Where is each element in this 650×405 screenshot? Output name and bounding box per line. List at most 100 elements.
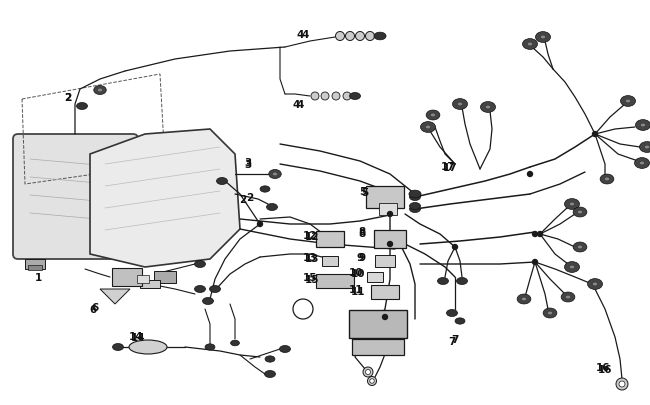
Ellipse shape [260, 186, 270, 193]
Text: 2: 2 [239, 194, 246, 205]
FancyBboxPatch shape [13, 135, 138, 259]
Circle shape [382, 315, 387, 320]
Text: 3: 3 [244, 160, 252, 170]
Circle shape [367, 377, 376, 386]
Ellipse shape [98, 89, 103, 93]
Text: 4: 4 [302, 30, 309, 40]
Text: 1: 1 [34, 272, 42, 282]
Bar [375, 256, 395, 267]
Ellipse shape [410, 194, 421, 201]
Circle shape [387, 212, 393, 217]
Ellipse shape [426, 111, 440, 121]
Text: 15: 15 [303, 272, 317, 282]
Ellipse shape [455, 318, 465, 324]
Circle shape [532, 232, 538, 237]
Bar [154, 271, 176, 284]
Circle shape [257, 222, 263, 227]
Ellipse shape [194, 261, 205, 268]
Ellipse shape [528, 43, 532, 47]
Circle shape [616, 378, 628, 390]
Text: 4: 4 [292, 100, 300, 110]
Text: 15: 15 [305, 274, 319, 284]
Text: 4: 4 [296, 30, 304, 40]
Ellipse shape [543, 308, 557, 318]
Bar [374, 230, 406, 248]
Circle shape [321, 93, 329, 101]
Circle shape [335, 32, 345, 41]
Text: 11: 11 [351, 286, 365, 296]
Ellipse shape [452, 99, 467, 110]
Text: 9: 9 [356, 252, 363, 262]
Bar [349, 310, 407, 338]
Ellipse shape [430, 114, 436, 117]
Ellipse shape [621, 96, 636, 107]
Ellipse shape [203, 298, 213, 305]
Ellipse shape [480, 102, 495, 113]
Ellipse shape [231, 340, 239, 346]
Ellipse shape [410, 206, 421, 213]
Text: 16: 16 [598, 364, 612, 374]
Text: 17: 17 [443, 162, 458, 173]
Ellipse shape [209, 286, 220, 293]
Bar [367, 272, 383, 282]
Ellipse shape [600, 175, 614, 185]
Ellipse shape [577, 245, 582, 249]
Ellipse shape [640, 124, 645, 128]
Text: 8: 8 [358, 226, 365, 237]
Ellipse shape [640, 142, 650, 153]
Text: 14: 14 [131, 332, 146, 342]
Ellipse shape [636, 120, 650, 131]
Text: 5: 5 [359, 187, 367, 196]
Ellipse shape [564, 199, 580, 210]
Ellipse shape [265, 356, 275, 362]
Bar [25, 259, 45, 269]
Circle shape [452, 245, 458, 250]
Text: 14: 14 [129, 331, 143, 341]
Ellipse shape [547, 311, 552, 315]
Ellipse shape [561, 292, 575, 302]
Text: 16: 16 [596, 362, 610, 372]
Circle shape [363, 367, 373, 377]
Bar [137, 275, 149, 284]
Ellipse shape [77, 103, 88, 110]
Text: 13: 13 [305, 254, 319, 263]
Text: 7: 7 [448, 336, 456, 346]
Ellipse shape [604, 178, 610, 181]
Text: 7: 7 [451, 334, 459, 344]
Bar [316, 274, 354, 288]
Circle shape [532, 260, 538, 265]
Text: 3: 3 [244, 158, 252, 168]
Text: 12: 12 [305, 231, 319, 241]
Bar [371, 285, 399, 299]
Polygon shape [90, 130, 240, 267]
Bar [316, 231, 344, 247]
Text: 2: 2 [64, 93, 72, 103]
Circle shape [343, 93, 351, 101]
Text: 8: 8 [358, 228, 365, 239]
Text: 12: 12 [303, 230, 317, 241]
Ellipse shape [94, 86, 106, 95]
Circle shape [365, 370, 370, 375]
Bar [379, 203, 397, 215]
Circle shape [365, 32, 374, 41]
Text: 4: 4 [296, 100, 304, 110]
Ellipse shape [569, 265, 575, 269]
Ellipse shape [564, 262, 580, 273]
Ellipse shape [194, 286, 205, 293]
Ellipse shape [577, 211, 582, 214]
Bar [28, 265, 42, 270]
Ellipse shape [517, 294, 531, 304]
Ellipse shape [523, 40, 538, 50]
Ellipse shape [573, 243, 587, 252]
Circle shape [593, 132, 597, 137]
Circle shape [332, 93, 340, 101]
Circle shape [370, 379, 374, 383]
Ellipse shape [426, 126, 430, 130]
Text: 17: 17 [441, 162, 455, 172]
Ellipse shape [458, 103, 463, 107]
Bar [322, 256, 338, 266]
Text: 6: 6 [92, 302, 99, 312]
Ellipse shape [645, 146, 649, 149]
Circle shape [538, 232, 543, 237]
Ellipse shape [573, 207, 587, 217]
